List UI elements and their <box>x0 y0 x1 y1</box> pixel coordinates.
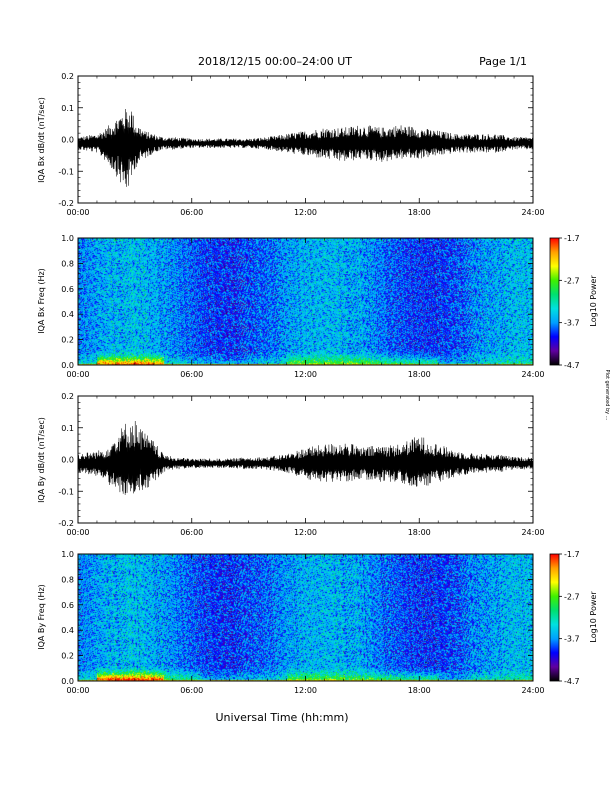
x-tick-label: 24:00 <box>521 528 544 537</box>
x-tick-label: 06:00 <box>180 370 203 379</box>
trace-line <box>77 109 534 187</box>
y-tick-label: 0.1 <box>61 104 74 113</box>
x-tick-label: 00:00 <box>66 528 89 537</box>
x-tick-label: 18:00 <box>408 208 431 217</box>
x-tick-label: 18:00 <box>408 528 431 537</box>
y-tick-label: -0.1 <box>58 487 74 496</box>
by-dbdt-y-axis: 0.2 0.1 0.0 -0.1 -0.2 <box>58 392 533 528</box>
page-number: Page 1/1 <box>479 55 527 68</box>
y-tick-label: 0.2 <box>61 336 74 345</box>
by-spectrogram-ylabel: IQA By Freq (Hz) <box>37 584 46 650</box>
x-tick-label: 00:00 <box>66 370 89 379</box>
y-tick-label: 0.8 <box>61 259 74 268</box>
colorbar-tick-label: -1.7 <box>564 550 580 559</box>
y-tick-label: 0.6 <box>61 601 74 610</box>
bx-spectrogram-y-axis: 1.0 0.8 0.6 0.4 0.2 0.0 <box>61 234 533 370</box>
y-tick-label: 0.4 <box>61 626 74 635</box>
x-tick-label: 00:00 <box>66 208 89 217</box>
bx-dbdt-ylabel: IQA Bx dB/dt (nT/sec) <box>37 97 46 183</box>
colorbar-by-ramp <box>549 553 560 682</box>
y-tick-label: 0.0 <box>61 361 74 370</box>
bx-dbdt-y-axis: 0.2 0.1 0.0 -0.1 -0.2 <box>58 72 533 208</box>
by-spectrogram-image <box>78 554 533 681</box>
x-tick-label: 18:00 <box>408 686 431 695</box>
colorbar-bx-label: Log10 Power <box>589 275 598 327</box>
by-dbdt-trace <box>77 420 534 495</box>
x-tick-label: 24:00 <box>521 208 544 217</box>
y-tick-label: 1.0 <box>61 550 74 559</box>
by-spectrogram-y-axis: 1.0 0.8 0.6 0.4 0.2 0.0 <box>61 550 533 686</box>
x-tick-label: 06:00 <box>180 528 203 537</box>
y-tick-label: 0.0 <box>61 677 74 686</box>
trace-line <box>77 420 534 495</box>
panel-bx-spectrogram: 1.0 0.8 0.6 0.4 0.2 0.0 00:00 06:00 12:00 18:00 2… <box>37 234 545 379</box>
bx-spectrogram-x-axis: 00:00 06:00 12:00 18:00 24:00 <box>66 238 545 379</box>
y-tick-label: 0.0 <box>61 136 74 145</box>
x-tick-label: 18:00 <box>408 370 431 379</box>
y-tick-label: 0.6 <box>61 285 74 294</box>
by-spectrogram-x-axis: 00:00 06:00 12:00 18:00 24:00 <box>66 554 545 695</box>
panel-bx-dbdt: 0.2 0.1 0.0 -0.1 -0.2 00:00 06:00 12:00 18:00 24… <box>37 72 545 217</box>
colorbar-tick-label: -2.7 <box>564 592 580 601</box>
y-tick-label: 0.0 <box>61 456 74 465</box>
colorbar-bx-ramp <box>549 237 560 366</box>
x-tick-label: 06:00 <box>180 686 203 695</box>
colorbar-tick-label: -2.7 <box>564 276 580 285</box>
x-tick-label: 12:00 <box>294 528 317 537</box>
x-tick-label: 06:00 <box>180 208 203 217</box>
x-tick-label: 12:00 <box>294 370 317 379</box>
colorbar-tick-label: -3.7 <box>564 635 580 644</box>
colorbar-tick-label: -3.7 <box>564 319 580 328</box>
x-tick-label: 24:00 <box>521 370 544 379</box>
y-tick-label: 0.1 <box>61 424 74 433</box>
by-dbdt-x-axis: 00:00 06:00 12:00 18:00 24:00 <box>66 396 545 537</box>
bx-dbdt-x-axis: 00:00 06:00 12:00 18:00 24:00 <box>66 76 545 217</box>
x-tick-label: 00:00 <box>66 686 89 695</box>
side-note: Plot generated by ... <box>604 370 610 421</box>
x-tick-label: 12:00 <box>294 208 317 217</box>
y-tick-label: 0.8 <box>61 575 74 584</box>
y-tick-label: 0.2 <box>61 652 74 661</box>
by-dbdt-ylabel: IQA By dB/dt (nT/sec) <box>37 417 46 503</box>
y-tick-label: -0.2 <box>58 519 74 528</box>
x-axis-title: Universal Time (hh:mm) <box>216 711 349 724</box>
bx-spectrogram-ylabel: IQA Bx Freq (Hz) <box>37 268 46 334</box>
bx-spectrogram-image <box>78 238 533 365</box>
y-tick-label: 1.0 <box>61 234 74 243</box>
colorbar-bx: -1.7 -2.7 -3.7 -4.7 Log10 Power <box>549 234 598 370</box>
y-tick-label: 0.2 <box>61 72 74 81</box>
x-tick-label: 12:00 <box>294 686 317 695</box>
panel-by-spectrogram: 1.0 0.8 0.6 0.4 0.2 0.0 00:00 06:00 12:00 18:00 2… <box>37 550 545 695</box>
colorbar-by: -1.7 -2.7 -3.7 -4.7 Log10 Power <box>549 550 598 686</box>
colorbar-tick-label: -4.7 <box>564 361 580 370</box>
bx-dbdt-trace <box>77 109 534 187</box>
colorbar-tick-label: -4.7 <box>564 677 580 686</box>
y-tick-label: -0.1 <box>58 167 74 176</box>
colorbar-by-label: Log10 Power <box>589 591 598 643</box>
x-tick-label: 24:00 <box>521 686 544 695</box>
y-tick-label: 0.2 <box>61 392 74 401</box>
y-tick-label: 0.4 <box>61 310 74 319</box>
colorbar-tick-label: -1.7 <box>564 234 580 243</box>
figure-title: 2018/12/15 00:00–24:00 UT <box>198 55 352 68</box>
panel-by-dbdt: 0.2 0.1 0.0 -0.1 -0.2 00:00 06:00 12:00 18:00 24… <box>37 392 545 537</box>
y-tick-label: -0.2 <box>58 199 74 208</box>
